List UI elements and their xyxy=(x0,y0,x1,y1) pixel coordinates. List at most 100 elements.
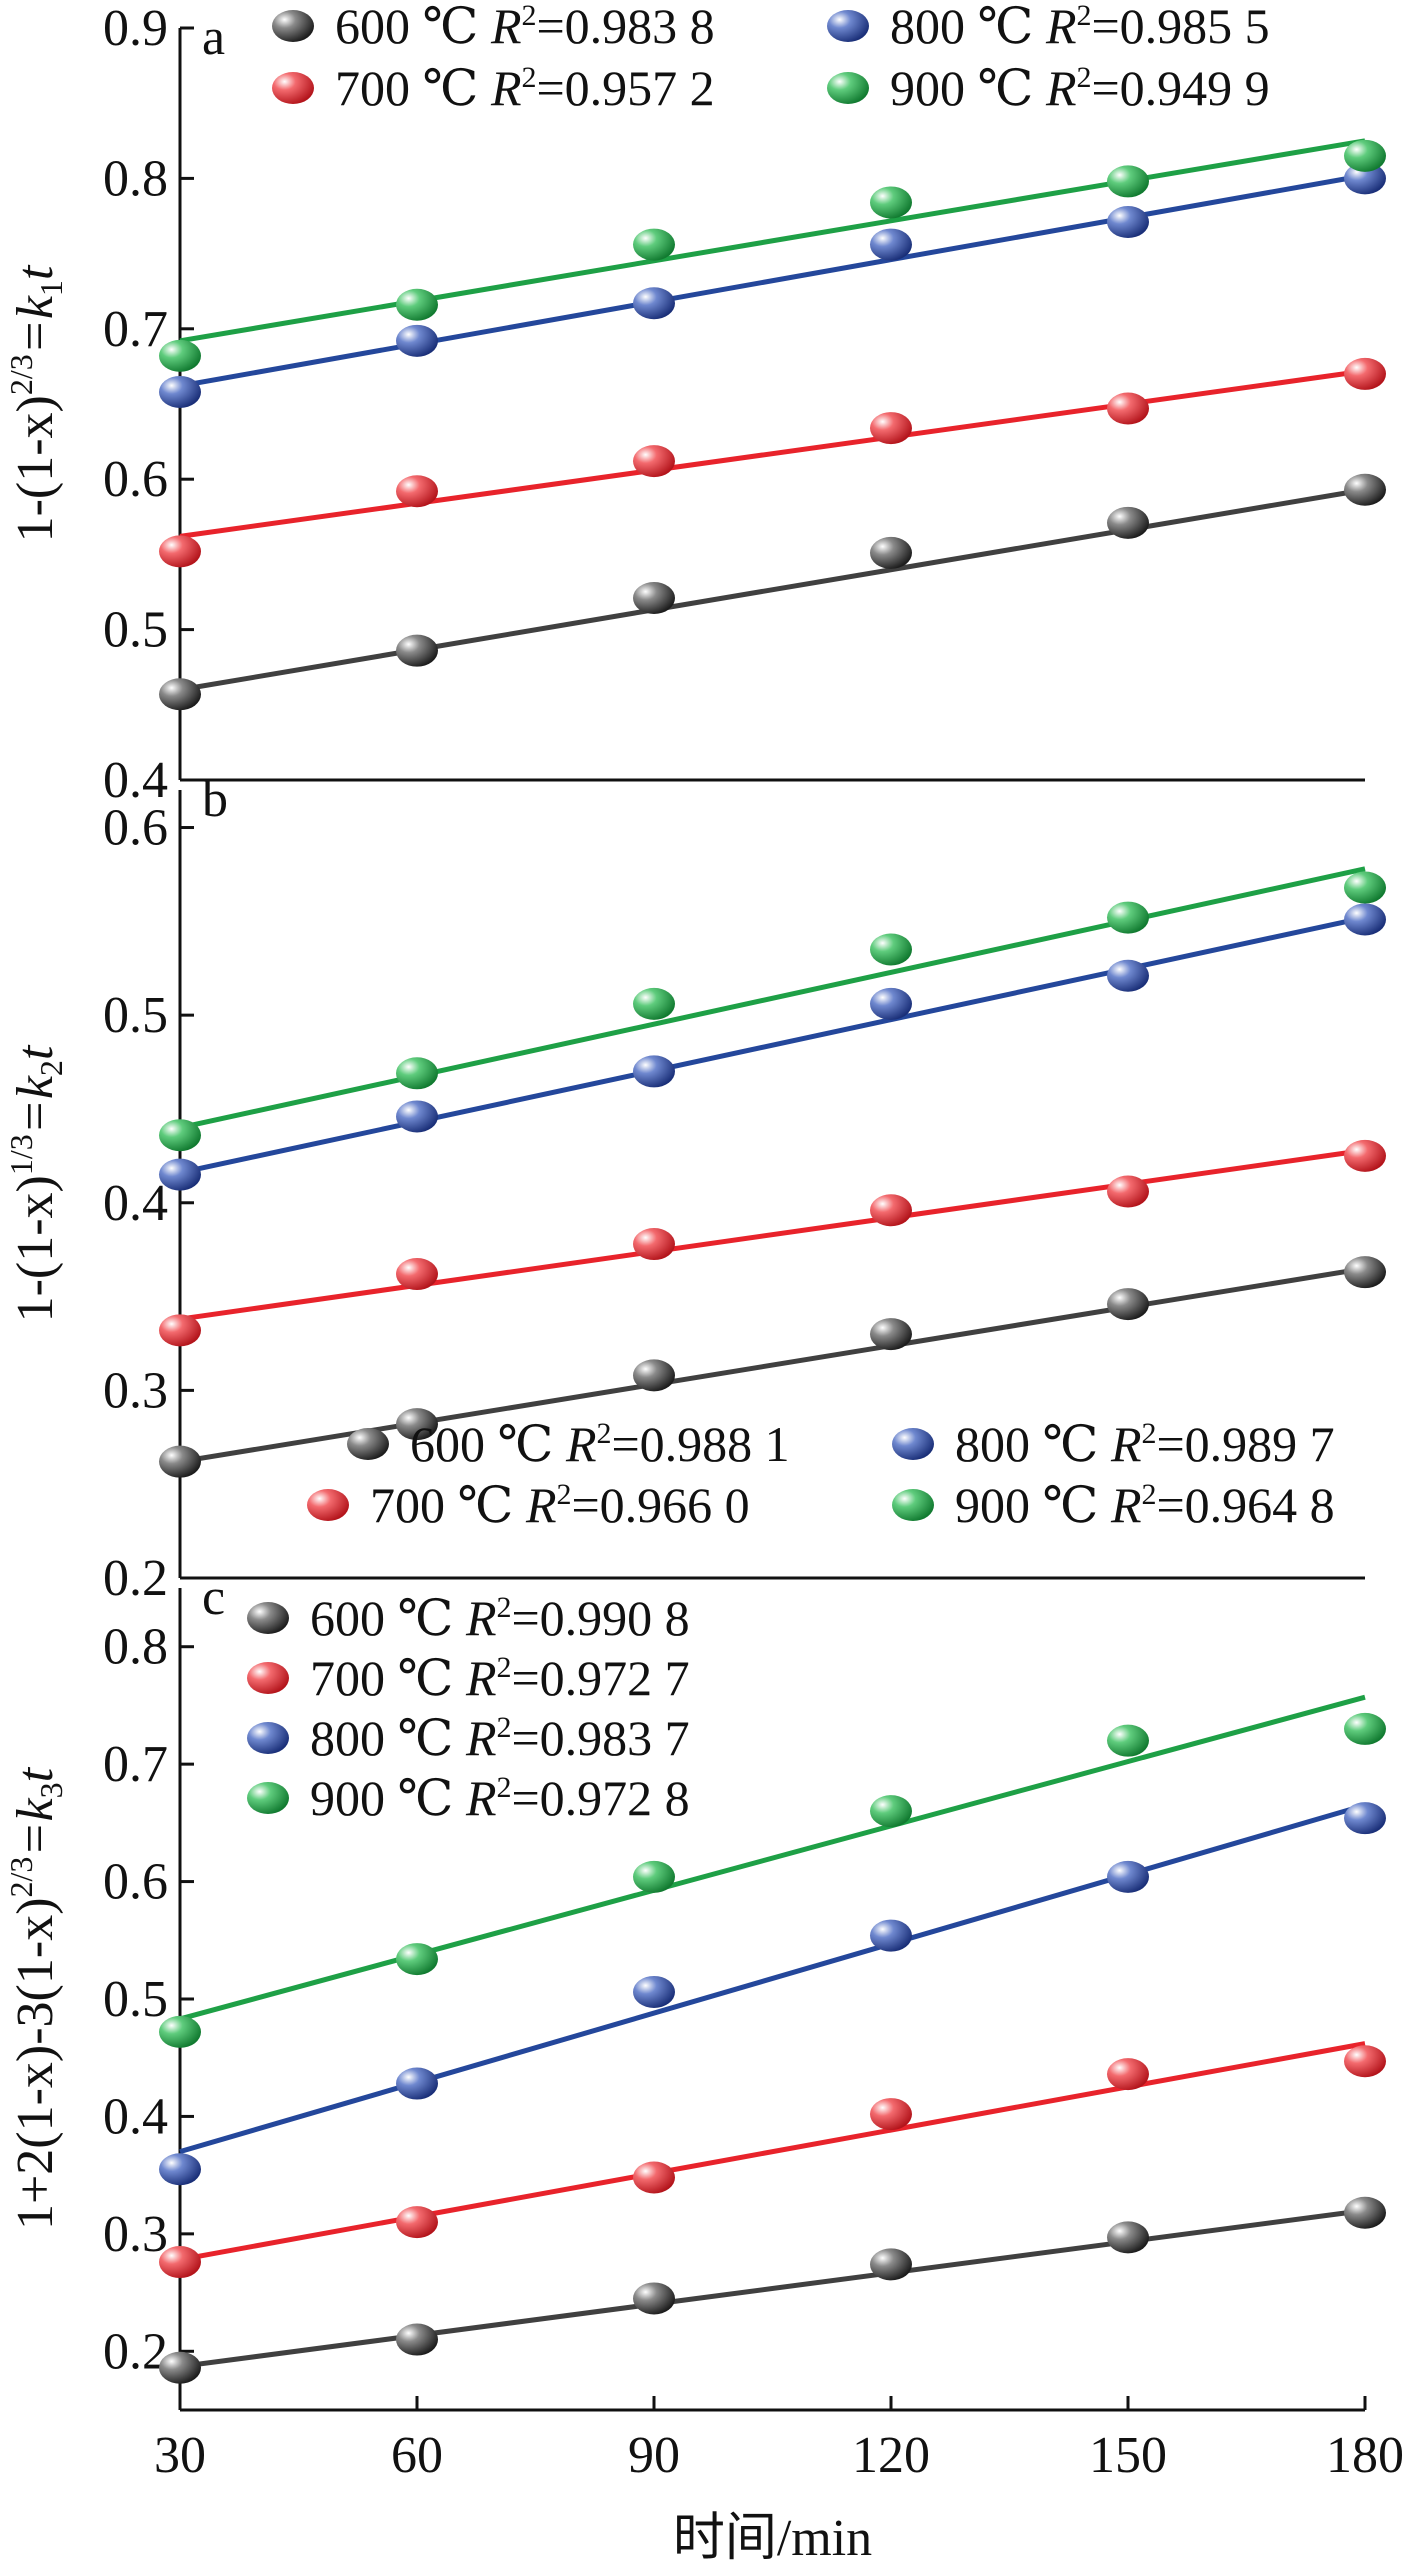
y-tick-label: 0.6 xyxy=(103,451,168,508)
panel-letter: a xyxy=(202,9,225,66)
data-point-700 xyxy=(1107,1175,1149,1208)
legend-marker-900 xyxy=(247,1782,289,1814)
data-point-900 xyxy=(159,1119,201,1152)
legend-marker-700 xyxy=(307,1489,349,1521)
fit-line-800 xyxy=(179,172,1366,389)
legend-entry-800: 800 ℃ R2=0.985 5 xyxy=(890,0,1270,54)
y-tick-label: 0.6 xyxy=(103,800,168,857)
series-600 xyxy=(159,1256,1386,1478)
data-point-900 xyxy=(1344,1712,1386,1745)
y-tick-label: 0.3 xyxy=(103,2206,168,2263)
data-point-700 xyxy=(870,1194,912,1227)
panel-letter: b xyxy=(202,771,228,828)
legend-entry-700: 700 ℃ R2=0.966 0 xyxy=(370,1477,750,1533)
legend-entry-600: 600 ℃ R2=0.983 8 xyxy=(335,0,715,54)
series-600 xyxy=(159,473,1386,711)
data-point-600 xyxy=(633,582,675,615)
x-tick-label: 180 xyxy=(1326,2427,1404,2484)
series-800 xyxy=(159,162,1386,408)
series-600 xyxy=(159,2196,1386,2384)
data-point-900 xyxy=(396,1943,438,1976)
data-point-900 xyxy=(1344,139,1386,172)
legend-marker-900 xyxy=(827,72,869,104)
y-axis-label: 1-(1-x)2/3=k1t xyxy=(3,264,69,542)
data-point-900 xyxy=(396,288,438,321)
data-point-600 xyxy=(1107,1288,1149,1321)
data-point-600 xyxy=(1344,1256,1386,1289)
panel-a: 0.4 0.5 0.6 0.7 0.8 0.9 a 1-(1-x)2/3=k1t 600 ℃ R… xyxy=(3,0,1386,809)
data-point-800 xyxy=(159,375,201,408)
legend-marker-800 xyxy=(247,1722,289,1754)
data-point-900 xyxy=(1107,165,1149,198)
data-point-800 xyxy=(1344,903,1386,936)
series-900 xyxy=(159,1694,1386,2048)
y-tick-label: 0.4 xyxy=(103,1175,168,1232)
data-point-600 xyxy=(396,1408,438,1441)
data-point-900 xyxy=(159,2015,201,2048)
y-tick-label: 0.8 xyxy=(103,1619,168,1676)
data-point-700 xyxy=(1107,392,1149,425)
y-tick-label: 0.2 xyxy=(103,2323,168,2380)
data-point-800 xyxy=(633,1055,675,1088)
legend-marker-600 xyxy=(272,10,314,42)
y-tick-label: 0.6 xyxy=(103,1854,168,1911)
fit-line-800 xyxy=(179,915,1366,1176)
series-700 xyxy=(159,1139,1386,1347)
data-point-900 xyxy=(633,987,675,1020)
y-tick-label: 0.4 xyxy=(103,2088,168,2145)
x-tick-label: 30 xyxy=(154,2427,206,2484)
fit-line-600 xyxy=(179,1265,1366,1465)
x-axis-label: 时间/min xyxy=(673,2510,872,2567)
data-point-700 xyxy=(1344,2045,1386,2078)
panel-letter: c xyxy=(202,1569,225,1626)
legend-marker-600 xyxy=(347,1428,389,1460)
panel-b: 0.2 0.3 0.4 0.5 0.6 b 1-(1-x)1/3=k2t 600 ℃ R2=0… xyxy=(3,771,1386,1607)
data-point-600 xyxy=(1107,2221,1149,2254)
data-point-900 xyxy=(159,339,201,372)
y-tick-label: 0.3 xyxy=(103,1362,168,1419)
data-point-900 xyxy=(870,933,912,966)
y-axis-label: 1-(1-x)1/3=k2t xyxy=(3,1044,69,1322)
data-point-800 xyxy=(1107,959,1149,992)
fit-line-700 xyxy=(179,368,1366,539)
data-point-800 xyxy=(396,324,438,357)
data-point-800 xyxy=(159,2153,201,2186)
legend-marker-700 xyxy=(247,1662,289,1694)
data-point-600 xyxy=(870,536,912,569)
x-axis: 30 60 90 120 150 180 时间/min xyxy=(154,2396,1404,2567)
legend-marker-900 xyxy=(892,1489,934,1521)
data-point-600 xyxy=(1344,2196,1386,2229)
series-700 xyxy=(159,2041,1386,2279)
fit-line-600 xyxy=(179,2207,1366,2370)
x-tick-label: 60 xyxy=(391,2427,443,2484)
y-tick-label: 0.9 xyxy=(103,0,168,57)
legend-marker-800 xyxy=(827,10,869,42)
y-tick-label: 0.7 xyxy=(103,1736,168,1793)
fit-line-900 xyxy=(179,1694,1366,2022)
legend-entry-900: 900 ℃ R2=0.949 9 xyxy=(890,60,1270,116)
data-point-700 xyxy=(159,2246,201,2279)
data-point-700 xyxy=(1107,2058,1149,2091)
data-point-700 xyxy=(870,2098,912,2131)
data-point-800 xyxy=(633,1975,675,2008)
data-point-700 xyxy=(1344,357,1386,390)
fit-line-700 xyxy=(179,1147,1366,1322)
fit-line-900 xyxy=(179,866,1366,1131)
y-axis-label: 1+2(1-x)-3(1-x)2/3=k3t xyxy=(3,1766,69,2230)
y-tick-label: 0.5 xyxy=(103,1971,168,2028)
panel-c: 0.2 0.3 0.4 0.5 0.6 0.7 0.8 c 1+2(1-x)-3(1-x)2/3… xyxy=(3,1569,1386,2412)
data-point-800 xyxy=(1107,206,1149,239)
data-point-700 xyxy=(159,535,201,568)
data-point-800 xyxy=(870,1919,912,1952)
data-point-800 xyxy=(870,987,912,1020)
data-point-900 xyxy=(396,1057,438,1090)
fit-line-900 xyxy=(179,138,1366,344)
data-point-800 xyxy=(633,287,675,320)
series-800 xyxy=(159,903,1386,1191)
x-tick-label: 90 xyxy=(628,2427,680,2484)
panels-layer: 0.4 0.5 0.6 0.7 0.8 0.9 a 1-(1-x)2/3=k1t 600 ℃ R… xyxy=(3,0,1386,2412)
data-point-700 xyxy=(633,445,675,478)
